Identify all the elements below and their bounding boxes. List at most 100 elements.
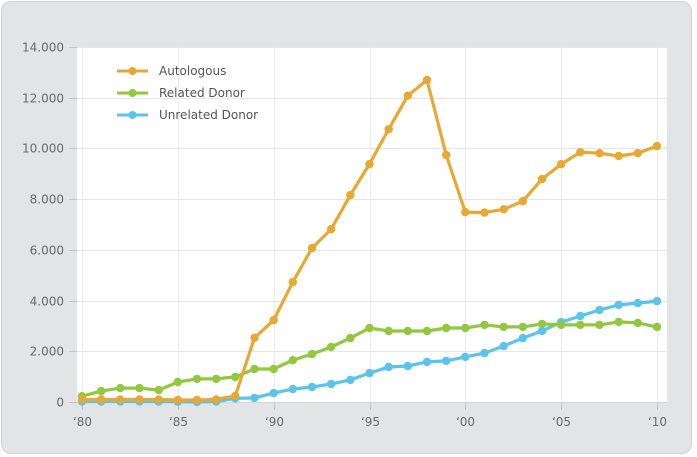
data-point-related-donor[interactable] bbox=[288, 356, 297, 365]
data-point-autologous[interactable] bbox=[576, 148, 585, 157]
data-point-related-donor[interactable] bbox=[269, 364, 278, 374]
data-point-related-donor[interactable] bbox=[614, 317, 623, 327]
data-point-related-donor[interactable] bbox=[212, 374, 221, 384]
data-point-related-donor[interactable] bbox=[633, 318, 642, 328]
data-point-related-donor[interactable] bbox=[403, 326, 412, 336]
data-point-autologous[interactable] bbox=[614, 151, 623, 161]
data-point-related-donor[interactable] bbox=[537, 319, 547, 329]
data-point-unrelated-donor[interactable] bbox=[652, 296, 662, 306]
data-point-related-donor[interactable] bbox=[346, 333, 355, 343]
data-point-related-donor[interactable] bbox=[307, 349, 317, 359]
data-point-unrelated-donor[interactable] bbox=[346, 375, 355, 385]
data-point-autologous[interactable] bbox=[307, 243, 317, 253]
x-axis: ‘80 ‘85 ‘90 ‘95 ‘00 ‘05 ‘10 bbox=[73, 402, 667, 429]
x-tick-label: ‘95 bbox=[361, 415, 380, 429]
data-point-autologous[interactable] bbox=[518, 197, 527, 206]
data-point-unrelated-donor[interactable] bbox=[384, 362, 393, 372]
data-point-unrelated-donor[interactable] bbox=[633, 298, 642, 308]
data-point-autologous[interactable] bbox=[135, 395, 144, 404]
data-point-unrelated-donor[interactable] bbox=[269, 388, 278, 398]
data-point-related-donor[interactable] bbox=[422, 326, 432, 336]
data-point-autologous[interactable] bbox=[461, 207, 470, 217]
legend-item-autologous[interactable]: Autologous bbox=[117, 64, 226, 78]
data-point-unrelated-donor[interactable] bbox=[442, 356, 451, 366]
data-point-autologous[interactable] bbox=[173, 395, 182, 405]
y-tick-label: 12.000 bbox=[22, 92, 64, 106]
data-point-autologous[interactable] bbox=[116, 395, 125, 404]
data-point-unrelated-donor[interactable] bbox=[365, 368, 374, 378]
data-point-related-donor[interactable] bbox=[231, 372, 240, 382]
x-tick-label: ‘00 bbox=[456, 415, 475, 429]
data-point-unrelated-donor[interactable] bbox=[307, 382, 317, 392]
data-point-related-donor[interactable] bbox=[154, 385, 163, 395]
data-point-related-donor[interactable] bbox=[480, 320, 489, 330]
data-point-related-donor[interactable] bbox=[461, 323, 470, 333]
data-point-related-donor[interactable] bbox=[192, 374, 202, 384]
data-point-autologous[interactable] bbox=[499, 205, 508, 214]
data-point-related-donor[interactable] bbox=[365, 323, 374, 333]
x-tick-label: ‘80 bbox=[73, 415, 92, 429]
data-point-related-donor[interactable] bbox=[97, 386, 106, 396]
data-point-autologous[interactable] bbox=[250, 333, 259, 342]
data-point-autologous[interactable] bbox=[192, 395, 202, 405]
data-point-unrelated-donor[interactable] bbox=[518, 333, 527, 343]
data-point-autologous[interactable] bbox=[346, 190, 355, 200]
data-point-related-donor[interactable] bbox=[250, 364, 259, 374]
legend-item-unrelated-donor[interactable]: Unrelated Donor bbox=[117, 108, 258, 122]
series-autologous bbox=[77, 75, 662, 405]
data-point-unrelated-donor[interactable] bbox=[614, 300, 623, 310]
data-point-autologous[interactable] bbox=[595, 149, 604, 158]
data-point-related-donor[interactable] bbox=[116, 383, 125, 393]
data-point-related-donor[interactable] bbox=[442, 323, 451, 333]
x-tick-label: ‘10 bbox=[648, 415, 667, 429]
legend-swatch-marker bbox=[128, 89, 137, 97]
data-point-related-donor[interactable] bbox=[518, 322, 527, 332]
data-point-related-donor[interactable] bbox=[652, 322, 662, 332]
plot-area bbox=[77, 47, 667, 403]
data-point-autologous[interactable] bbox=[442, 150, 451, 160]
data-point-autologous[interactable] bbox=[269, 315, 278, 325]
y-tick-label: 8.000 bbox=[30, 193, 64, 207]
data-point-unrelated-donor[interactable] bbox=[288, 384, 297, 394]
data-point-autologous[interactable] bbox=[231, 391, 240, 401]
data-point-related-donor[interactable] bbox=[557, 320, 566, 330]
series-related-donor bbox=[77, 317, 662, 401]
data-point-unrelated-donor[interactable] bbox=[403, 361, 412, 371]
data-point-unrelated-donor[interactable] bbox=[595, 305, 604, 315]
data-point-related-donor[interactable] bbox=[135, 383, 144, 393]
data-point-related-donor[interactable] bbox=[499, 322, 508, 332]
data-point-autologous[interactable] bbox=[327, 224, 336, 234]
data-point-autologous[interactable] bbox=[212, 395, 221, 404]
x-tick-label: ‘85 bbox=[169, 415, 188, 429]
data-point-unrelated-donor[interactable] bbox=[422, 357, 432, 367]
data-point-autologous[interactable] bbox=[403, 91, 412, 100]
data-point-autologous[interactable] bbox=[384, 125, 393, 134]
legend-label: Autologous bbox=[159, 64, 226, 78]
data-point-autologous[interactable] bbox=[77, 395, 87, 404]
data-point-autologous[interactable] bbox=[633, 149, 642, 158]
data-point-related-donor[interactable] bbox=[173, 377, 182, 387]
data-point-autologous[interactable] bbox=[288, 277, 297, 287]
data-point-unrelated-donor[interactable] bbox=[537, 326, 547, 336]
data-point-unrelated-donor[interactable] bbox=[499, 341, 508, 351]
data-point-autologous[interactable] bbox=[365, 159, 374, 169]
data-point-autologous[interactable] bbox=[422, 75, 432, 85]
data-point-autologous[interactable] bbox=[154, 395, 163, 404]
data-point-autologous[interactable] bbox=[557, 159, 566, 169]
data-point-autologous[interactable] bbox=[537, 174, 547, 184]
data-point-autologous[interactable] bbox=[480, 208, 489, 217]
data-point-autologous[interactable] bbox=[97, 395, 106, 404]
legend-item-related-donor[interactable]: Related Donor bbox=[117, 86, 245, 100]
data-point-unrelated-donor[interactable] bbox=[461, 352, 470, 362]
data-point-related-donor[interactable] bbox=[576, 320, 585, 330]
data-point-unrelated-donor[interactable] bbox=[327, 379, 336, 389]
data-point-related-donor[interactable] bbox=[327, 342, 336, 352]
legend-label: Unrelated Donor bbox=[159, 108, 258, 122]
data-point-unrelated-donor[interactable] bbox=[576, 311, 585, 321]
y-tick-label: 6.000 bbox=[30, 244, 64, 258]
data-point-related-donor[interactable] bbox=[595, 320, 604, 330]
data-point-related-donor[interactable] bbox=[384, 326, 393, 336]
data-point-autologous[interactable] bbox=[652, 141, 662, 151]
data-point-unrelated-donor[interactable] bbox=[480, 348, 489, 358]
data-point-unrelated-donor[interactable] bbox=[250, 393, 259, 403]
